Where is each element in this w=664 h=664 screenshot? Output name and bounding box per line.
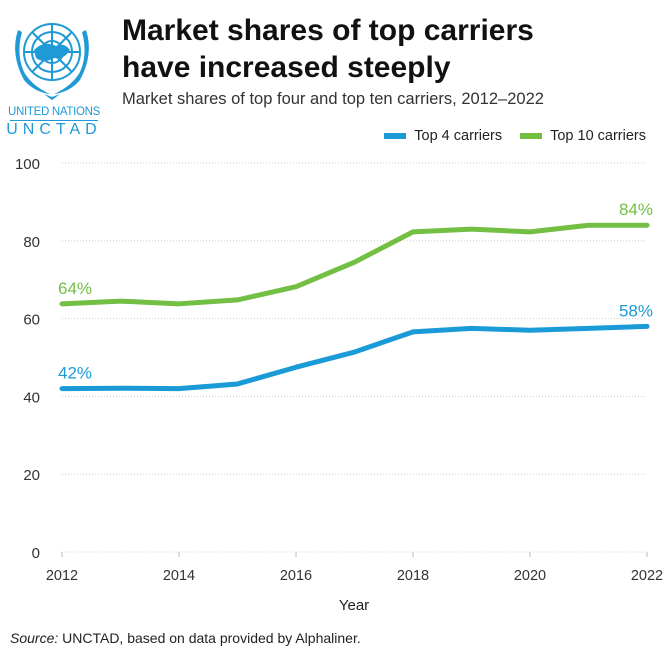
y-tick-label: 40 (23, 389, 40, 406)
source-prefix: Source: (10, 630, 59, 646)
y-tick-label: 20 (23, 467, 40, 484)
logo-text-unctad: UNCTAD (6, 121, 102, 138)
source-text: UNCTAD, based on data provided by Alphal… (58, 630, 361, 646)
unctad-logo: UNITED NATIONS UNCTAD (4, 10, 100, 138)
x-tick-label: 2022 (631, 568, 663, 584)
x-tick-label: 2016 (280, 568, 312, 584)
y-tick-label: 60 (23, 312, 40, 329)
legend: Top 4 carriers Top 10 carriers (366, 128, 646, 144)
chart-title: Market shares of top carriers have incre… (122, 12, 662, 86)
series-line-top4 (59, 323, 650, 392)
legend-label-top4: Top 4 carriers (414, 128, 503, 144)
chart-subtitle: Market shares of top four and top ten ca… (122, 90, 544, 108)
series-lines (59, 222, 650, 392)
x-axis-label: Year (339, 597, 369, 614)
data-label: 58% (619, 301, 653, 320)
y-tick-label: 100 (15, 156, 40, 173)
x-axis-ticks: 2012 2014 2016 2018 2020 2022 (46, 552, 663, 584)
source-note: Source: UNCTAD, based on data provided b… (10, 630, 361, 646)
x-tick-label: 2020 (514, 568, 546, 584)
data-label: 84% (619, 200, 653, 219)
legend-swatch-top4 (384, 133, 407, 139)
chart-title-line1: Market shares of top carriers (122, 14, 534, 47)
gridlines (62, 162, 647, 553)
y-tick-label: 80 (23, 234, 40, 251)
chart-title-line2: have increased steeply (122, 51, 451, 84)
x-tick-label: 2014 (163, 568, 195, 584)
legend-item-top4: Top 4 carriers (384, 128, 502, 144)
logo-text-united-nations: UNITED NATIONS (7, 106, 101, 118)
legend-item-top10: Top 10 carriers (520, 128, 646, 144)
y-axis-ticks: 0 20 40 60 80 100 (15, 156, 40, 562)
data-labels: 42% 58% 64% 84% (58, 200, 653, 382)
legend-label-top10: Top 10 carriers (550, 128, 646, 144)
series-line-top10 (59, 222, 650, 307)
y-tick-label: 0 (32, 545, 40, 562)
data-label: 64% (58, 279, 92, 298)
legend-swatch-top10 (520, 133, 543, 139)
data-label: 42% (58, 364, 92, 383)
x-tick-label: 2018 (397, 568, 429, 584)
logo-divider (10, 120, 98, 121)
x-tick-label: 2012 (46, 568, 78, 584)
un-emblem-icon (15, 23, 89, 100)
